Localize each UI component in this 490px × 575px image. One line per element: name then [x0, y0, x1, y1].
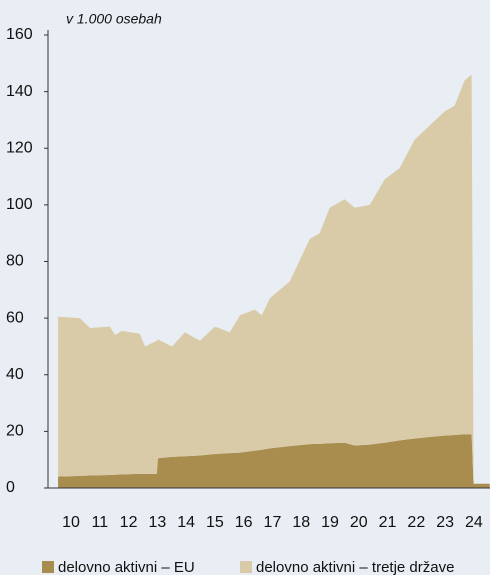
y-tick-label: 140 — [6, 83, 33, 100]
chart-subtitle: v 1.000 osebah — [66, 11, 162, 27]
x-tick-label: 18 — [292, 514, 310, 531]
y-tick-label: 0 — [6, 479, 15, 496]
legend-swatch — [42, 561, 54, 573]
x-tick-label: 21 — [379, 514, 397, 531]
x-tick-label: 17 — [264, 514, 282, 531]
legend-label: delovno aktivni – EU — [58, 559, 195, 575]
y-tick-label: 60 — [6, 309, 24, 326]
x-tick-label: 15 — [206, 514, 224, 531]
y-tick-label: 160 — [6, 26, 33, 43]
x-tick-label: 11 — [91, 514, 108, 531]
legend-label: delovno aktivni – tretje države — [256, 559, 454, 575]
x-tick-label: 22 — [407, 514, 425, 531]
x-tick-label: 13 — [148, 514, 166, 531]
x-tick-label: 20 — [350, 514, 368, 531]
x-tick-label: 19 — [321, 514, 339, 531]
y-tick-label: 40 — [6, 366, 24, 383]
x-tick-label: 16 — [235, 514, 253, 531]
legend-swatch — [240, 561, 252, 573]
y-tick-label: 100 — [6, 196, 33, 213]
x-tick-label: 12 — [120, 514, 138, 531]
y-tick-label: 120 — [6, 139, 33, 156]
x-tick-label: 10 — [62, 514, 80, 531]
area — [58, 74, 490, 484]
x-tick-label: 24 — [465, 514, 483, 531]
y-tick-label: 20 — [6, 423, 24, 440]
x-tick-label: 23 — [436, 514, 454, 531]
y-tick-label: 80 — [6, 253, 24, 270]
x-tick-label: 14 — [177, 514, 195, 531]
area — [58, 434, 490, 488]
